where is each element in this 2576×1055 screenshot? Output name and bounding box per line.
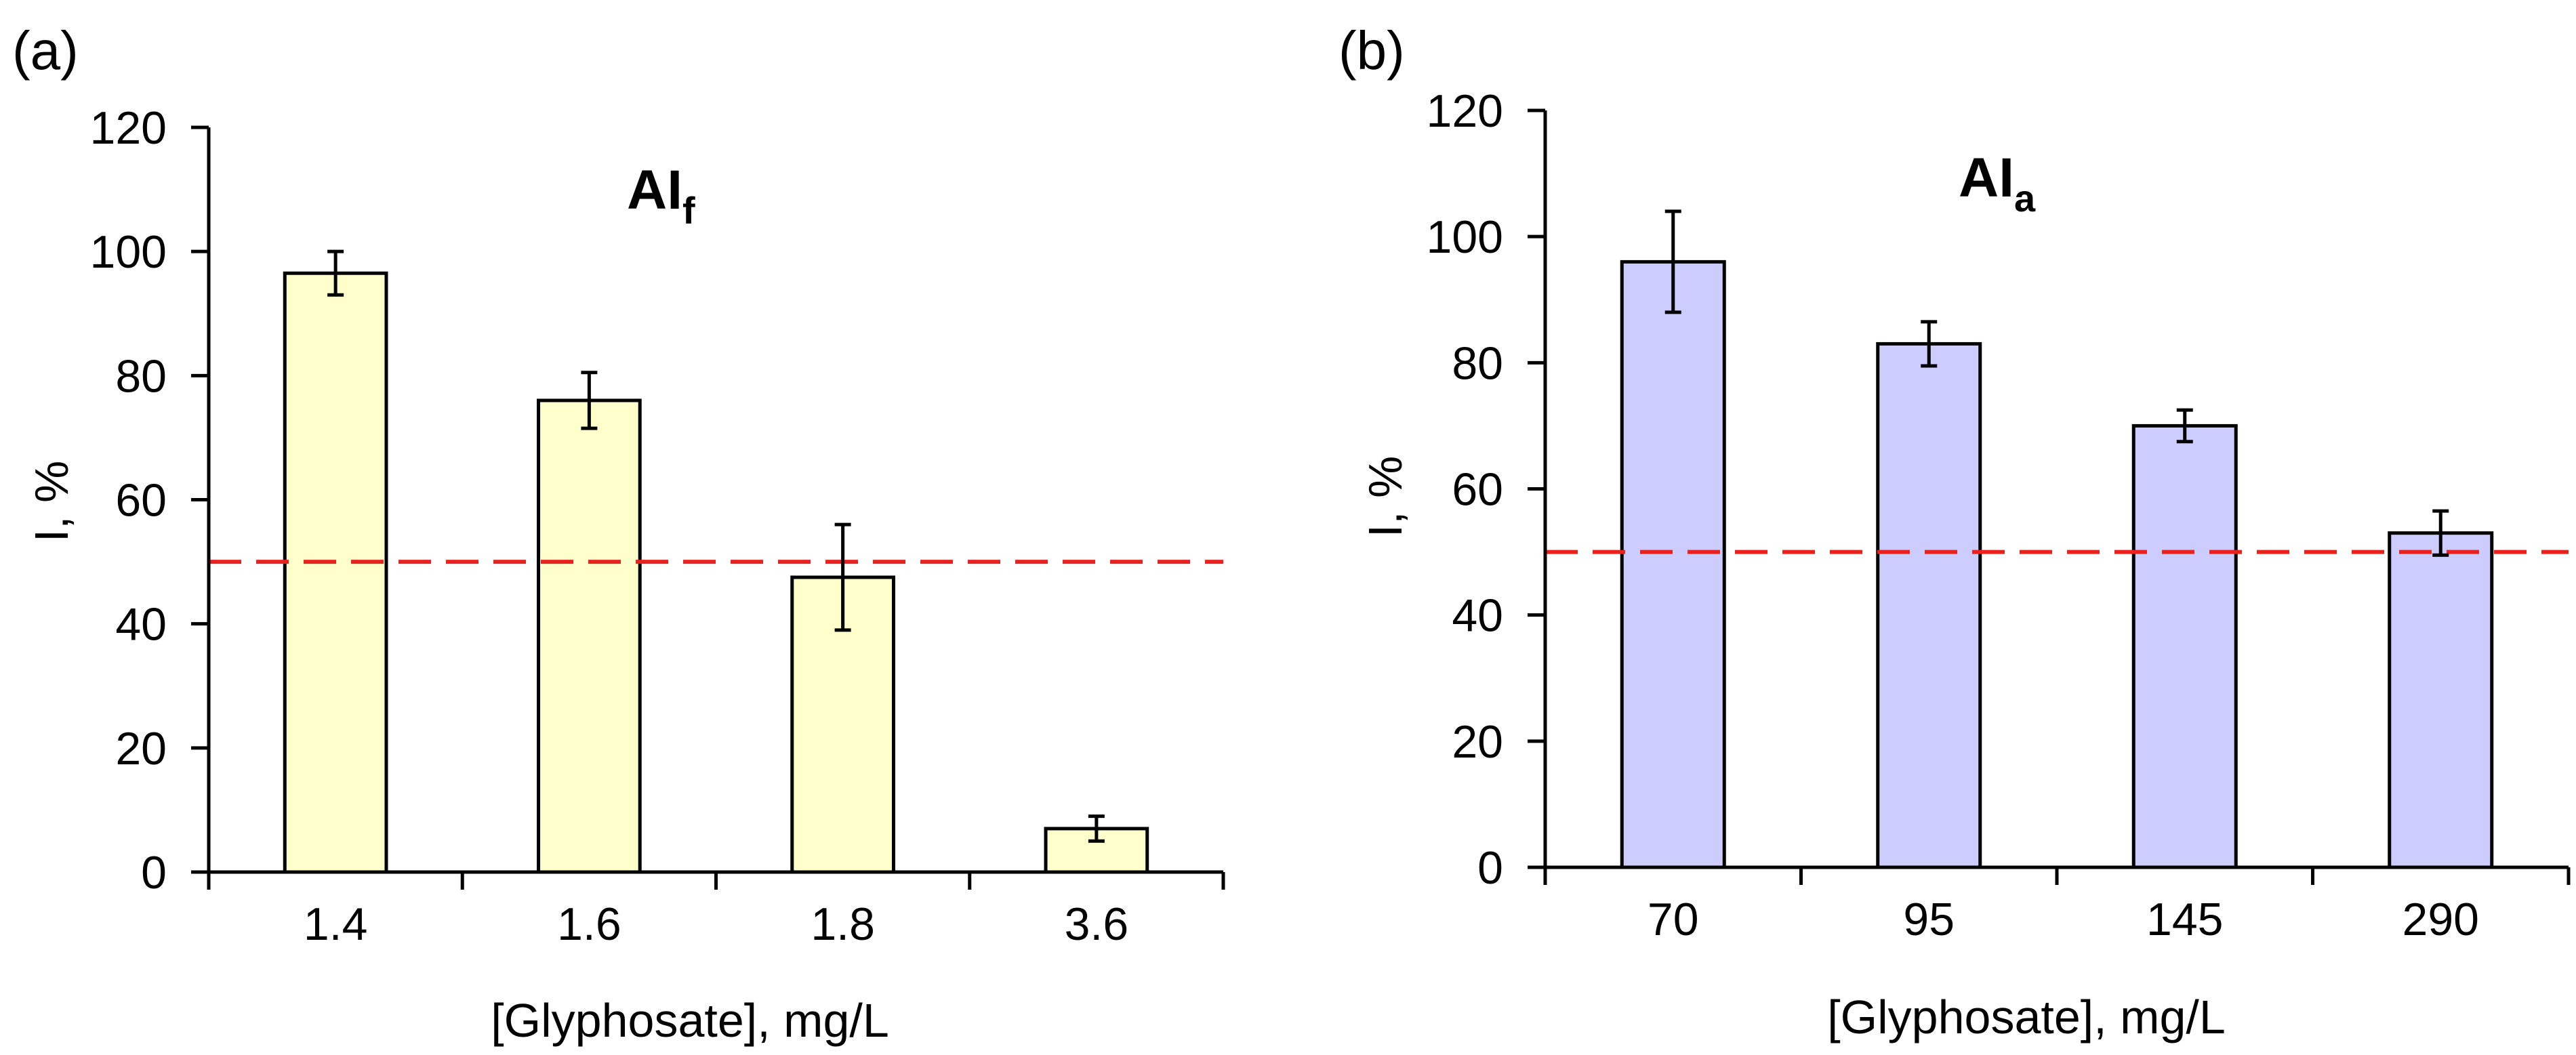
error-bar	[2432, 509, 2449, 557]
chart-title-main: AI	[627, 159, 682, 221]
x-tick-label: 3.6	[1065, 898, 1129, 950]
error-bar	[834, 522, 851, 632]
x-tick-label: 1.6	[557, 898, 621, 950]
bar	[537, 398, 642, 874]
error-bar	[1088, 814, 1105, 843]
error-bar	[2176, 408, 2193, 444]
chart-title-subscript: f	[682, 189, 695, 232]
chart-title: AIf	[627, 159, 695, 232]
y-tick-label: 20	[115, 723, 167, 774]
y-tick-label: 100	[90, 226, 167, 278]
chart-panel-a: (a) AIf I, % [Glyphosate], mg/L 0 20 40 60 8…	[12, 20, 1225, 1047]
chart-title: AIa	[1959, 147, 2036, 220]
y-tick-label: 80	[115, 350, 167, 402]
error-bar	[327, 249, 344, 297]
panel-label: (a)	[12, 20, 79, 81]
bar	[1876, 342, 1982, 869]
y-tick-label: 60	[115, 475, 167, 526]
x-tick-label: 1.8	[811, 898, 875, 950]
y-tick-label: 120	[90, 102, 167, 154]
error-bar	[1664, 209, 1681, 314]
x-axis-title: [Glyphosate], mg/L	[1827, 991, 2226, 1043]
y-tick-label: 60	[1452, 464, 1503, 516]
y-axis-title: I, %	[25, 461, 78, 543]
chart-title-subscript: a	[2014, 177, 2036, 220]
bar	[283, 271, 388, 874]
bar	[1620, 260, 1726, 869]
y-tick-label: 120	[1427, 85, 1503, 137]
x-axis-title: [Glyphosate], mg/L	[491, 994, 889, 1047]
x-tick-label: 145	[2146, 894, 2223, 945]
chart-panel-b: (b) AIa I, % [Glyphosate], mg/L 0 20 40 60 8…	[1338, 20, 2571, 1043]
x-tick-label: 290	[2403, 894, 2479, 945]
error-bar	[1921, 320, 1938, 368]
error-bar	[581, 371, 598, 430]
x-tick-label: 1.4	[304, 898, 368, 950]
bar	[2131, 423, 2238, 869]
y-tick-label: 40	[115, 599, 167, 650]
y-tick-label: 80	[1452, 337, 1503, 389]
x-tick-label: 95	[1903, 894, 1955, 945]
y-tick-label: 100	[1427, 211, 1503, 263]
chart-title-main: AI	[1959, 147, 2014, 209]
y-tick-label: 40	[1452, 590, 1503, 642]
y-tick-label: 20	[1452, 716, 1503, 768]
y-axis-title: I, %	[1359, 456, 1412, 538]
y-tick-label: 0	[141, 847, 167, 898]
panel-label: (b)	[1338, 20, 1405, 81]
bar	[2388, 531, 2494, 869]
x-tick-label: 70	[1648, 894, 1699, 945]
y-tick-label: 0	[1477, 842, 1503, 894]
